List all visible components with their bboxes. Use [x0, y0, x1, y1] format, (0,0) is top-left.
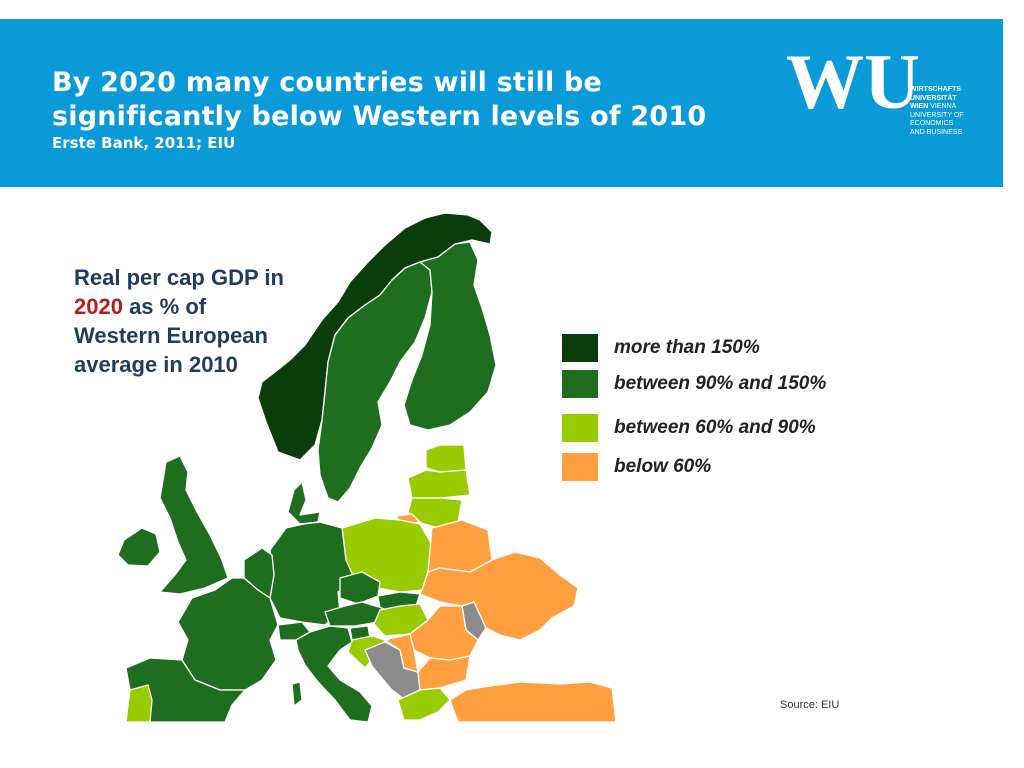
- portugal-region: [125, 684, 153, 723]
- europe-map: [117, 212, 617, 723]
- map-heading-line-4: average in 2010: [74, 352, 238, 377]
- legend-swatch: [562, 370, 598, 398]
- romania-region: [409, 605, 479, 661]
- logo-line-1: WIRTSCHAFTS: [910, 86, 961, 93]
- bulgaria-region: [417, 655, 471, 691]
- wu-logo: WU WIRTSCHAFTS UNIVERSITÄT WIEN VIENNA U…: [786, 44, 986, 154]
- title-line-2: significantly below Western levels of 20…: [52, 101, 707, 132]
- greece-region: [397, 687, 451, 721]
- logo-line-6: AND BUSINESS: [910, 128, 963, 136]
- legend-swatch: [562, 453, 598, 481]
- ukraine-region: [419, 551, 579, 641]
- slide-title: By 2020 many countries will still be sig…: [52, 66, 706, 134]
- legend-swatch: [562, 414, 598, 442]
- uk-region: [159, 455, 229, 595]
- map-heading: Real per cap GDP in 2020 as % of Western…: [74, 263, 284, 379]
- map-heading-line-2-rest: as % of: [122, 294, 207, 319]
- legend-label: below 60%: [614, 456, 712, 477]
- italy-region: [295, 625, 373, 723]
- slide-subtitle: Erste Bank, 2011; EIU: [52, 134, 236, 152]
- turkey-region: [449, 681, 617, 723]
- wu-logo-mark: WU: [786, 44, 918, 114]
- map-heading-year: 2020: [74, 294, 123, 319]
- wu-logo-text: WIRTSCHAFTS UNIVERSITÄT WIEN VIENNA UNIV…: [910, 86, 964, 138]
- logo-line-3a: WIEN: [910, 103, 929, 111]
- header-banner: [0, 19, 1003, 187]
- logo-line-3b: VIENNA: [928, 103, 957, 111]
- legend-label: between 90% and 150%: [614, 373, 827, 394]
- logo-line-4: UNIVERSITY OF: [910, 111, 964, 119]
- map-heading-line-3: Western European: [74, 323, 268, 348]
- legend-swatch: [562, 334, 598, 362]
- map-heading-line-2: 2020 as % of: [74, 292, 284, 321]
- logo-line-2: UNIVERSITÄT: [910, 94, 957, 102]
- legend-label: more than 150%: [614, 337, 760, 358]
- finland-region: [403, 241, 497, 431]
- title-line-1: By 2020 many countries will still be: [52, 67, 603, 98]
- latvia-region: [407, 469, 471, 499]
- denmark-region: [287, 481, 321, 525]
- ireland-region: [117, 527, 161, 567]
- map-heading-line-1: Real per cap GDP in: [74, 265, 284, 290]
- legend-label: between 60% and 90%: [614, 417, 816, 438]
- wu-logo-letters: WU: [786, 44, 918, 114]
- source-note: Source: EIU: [780, 699, 840, 711]
- logo-line-5: ECONOMICS: [910, 120, 954, 128]
- belarus-region: [427, 519, 493, 573]
- sardinia-region: [291, 681, 303, 707]
- sweden-region: [317, 261, 433, 503]
- estonia-region: [425, 444, 467, 473]
- france-region: [177, 577, 279, 691]
